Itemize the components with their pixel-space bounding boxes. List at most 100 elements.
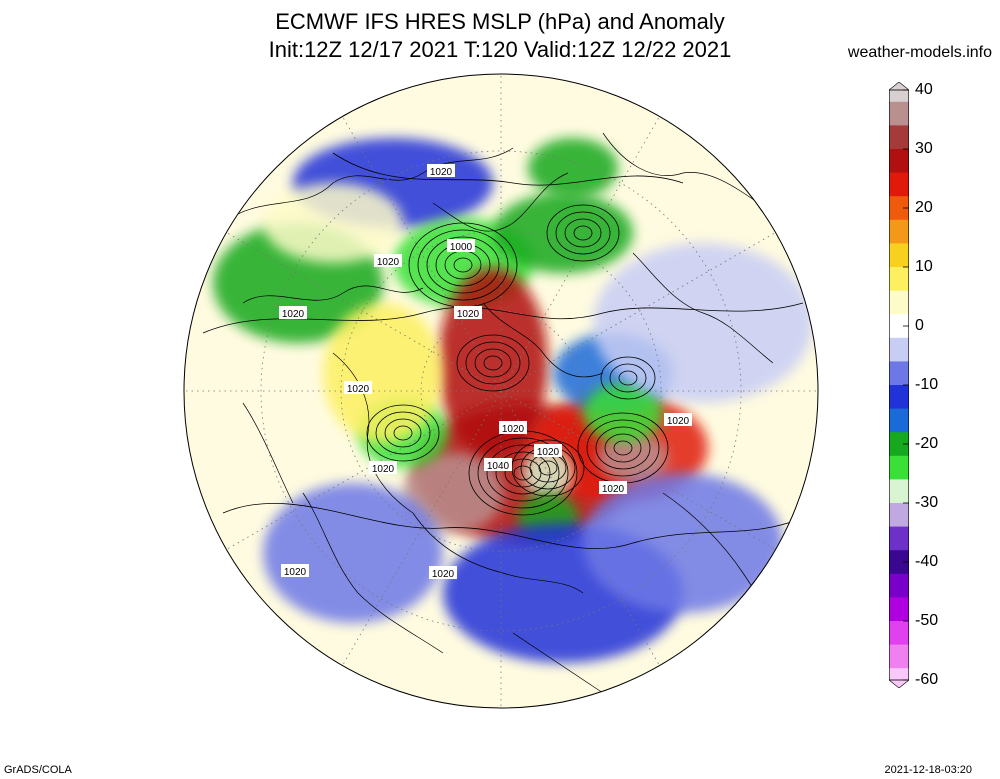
anomaly-area xyxy=(493,193,633,273)
coastline xyxy=(222,147,514,224)
isobar xyxy=(202,302,804,334)
coastline xyxy=(482,302,604,378)
isobar xyxy=(564,218,602,248)
isobar xyxy=(504,458,542,488)
colorbar-segment xyxy=(889,503,909,516)
colorbar-segment xyxy=(889,326,909,339)
colorbar-segment xyxy=(889,219,909,233)
map-border xyxy=(183,73,819,709)
meridian xyxy=(500,390,662,669)
meridian xyxy=(500,230,779,392)
colorbar-segment xyxy=(889,290,909,303)
isobar-labels: 1020 1000 1020 1020 1020 1020 1020 1020 1020 1040… xyxy=(279,164,692,580)
map-subtitle: Init:12Z 12/17 2021 T:120 Valid:12Z 12/2… xyxy=(268,37,732,62)
colorbar-segment xyxy=(889,113,909,126)
svg-text:1020: 1020 xyxy=(432,569,455,580)
isobar xyxy=(222,502,814,550)
svg-text:1020: 1020 xyxy=(377,257,400,268)
isobar xyxy=(477,437,569,509)
colorbar-segment xyxy=(889,385,909,398)
isobar-label: 1020 xyxy=(344,381,372,395)
colorbar-segment xyxy=(889,314,909,327)
colorbar-tick-label: 10 xyxy=(915,258,933,275)
anomaly-area xyxy=(528,138,618,198)
colorbar-segment xyxy=(889,585,909,598)
isobar xyxy=(609,363,647,393)
generation-timestamp: 2021-12-18-03:20 xyxy=(884,764,972,776)
colorbar-segment xyxy=(889,514,909,528)
meridian xyxy=(340,390,502,669)
anomaly-colorbar xyxy=(889,82,909,688)
isobar xyxy=(384,418,422,448)
meridian xyxy=(223,390,502,552)
isobar xyxy=(426,236,500,294)
anomaly-area xyxy=(323,303,443,443)
isobar xyxy=(600,356,656,400)
colorbar-segment xyxy=(889,373,909,386)
svg-text:1020: 1020 xyxy=(347,384,370,395)
colorbar-segment xyxy=(889,491,909,504)
svg-text:1020: 1020 xyxy=(284,567,307,578)
colorbar-segment xyxy=(889,160,909,174)
svg-text:1020: 1020 xyxy=(430,167,453,178)
colorbar-segment xyxy=(889,573,909,587)
isobar xyxy=(366,404,440,462)
svg-text:1020: 1020 xyxy=(282,309,305,320)
isobar-label: 1020 xyxy=(534,444,562,458)
coastline xyxy=(242,285,424,304)
isobar-label: 1020 xyxy=(454,306,482,320)
isobar xyxy=(474,348,512,378)
lat-lon-grid xyxy=(184,74,818,708)
isobar-label: 1020 xyxy=(279,306,307,320)
isobar xyxy=(332,152,684,186)
isobar xyxy=(486,444,560,502)
svg-text:1020: 1020 xyxy=(537,447,560,458)
isobar-label: 1020 xyxy=(429,566,457,580)
svg-text:1020: 1020 xyxy=(457,309,480,320)
isobar xyxy=(375,411,431,455)
colorbar-segment xyxy=(889,172,909,185)
isobar-label: 1020 xyxy=(281,564,309,578)
colorbar-segment xyxy=(889,137,909,150)
colorbar-tick-label: -60 xyxy=(915,671,939,688)
anomaly-area xyxy=(263,183,403,263)
colorbar-segment xyxy=(889,149,909,162)
isobar xyxy=(586,419,660,477)
colorbar-segment xyxy=(889,231,909,244)
colorbar-segment xyxy=(889,243,909,256)
anomaly-area xyxy=(598,433,668,483)
colorbar-bottom-arrow xyxy=(889,679,909,688)
coastline xyxy=(332,352,414,514)
svg-text:1000: 1000 xyxy=(450,242,473,253)
colorbar-tick-label: 0 xyxy=(915,317,924,334)
colorbar-segment xyxy=(889,632,909,646)
isobar xyxy=(573,225,593,241)
latitude-circle xyxy=(420,310,582,472)
software-credit: GrADS/COLA xyxy=(4,764,72,776)
colorbar-tick-label: -30 xyxy=(915,494,939,511)
coastline xyxy=(632,252,774,364)
colorbar-segment xyxy=(889,396,909,410)
anomaly-area xyxy=(583,473,783,613)
colorbar-labels: 40 30 20 10 0 -10 -20 -30 -40 -50 -60 xyxy=(915,81,975,688)
colorbar-tick-label: -40 xyxy=(915,553,939,570)
colorbar-segment xyxy=(889,125,909,138)
colorbar-segment xyxy=(889,208,909,221)
isobar xyxy=(495,451,551,495)
colorbar-segment xyxy=(889,420,909,433)
colorbar-segment xyxy=(889,644,909,657)
isobar xyxy=(613,440,633,456)
meridian xyxy=(500,390,779,552)
isobar xyxy=(453,257,473,273)
colorbar-tick-label: 30 xyxy=(915,140,933,157)
coastline xyxy=(302,492,444,654)
colorbar-segment xyxy=(889,267,909,280)
isobar-label: 1020 xyxy=(369,461,397,475)
svg-text:1020: 1020 xyxy=(667,416,690,427)
isobar xyxy=(555,211,611,255)
isobar-label: 1020 xyxy=(374,254,402,268)
coastline xyxy=(512,632,604,694)
colorbar-tick-label: 20 xyxy=(915,199,933,216)
isobar xyxy=(456,334,530,392)
colorbar-segment xyxy=(889,562,909,575)
